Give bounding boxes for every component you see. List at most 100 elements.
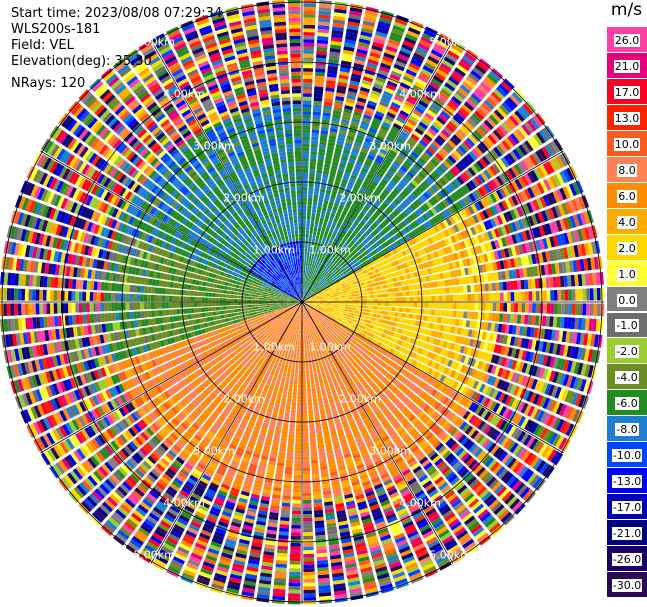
velocity-gate [302, 438, 309, 443]
velocity-gate [349, 124, 358, 131]
velocity-gate [311, 129, 320, 134]
velocity-gate [390, 287, 396, 293]
velocity-gate [313, 405, 319, 410]
velocity-gate [368, 127, 378, 134]
velocity-gate [303, 35, 315, 40]
velocity-gate [314, 524, 325, 529]
velocity-gate [416, 290, 421, 296]
velocity-gate [302, 154, 309, 159]
velocity-gate [317, 397, 323, 402]
velocity-gate [302, 140, 310, 144]
velocity-gate [327, 65, 338, 71]
velocity-gate [311, 140, 319, 145]
velocity-gate [334, 147, 343, 153]
velocity-gate [338, 189, 344, 195]
velocity-gate [391, 307, 396, 312]
velocity-gate [331, 117, 340, 123]
velocity-gate [314, 220, 319, 225]
velocity-gate [314, 75, 325, 80]
velocity-gate [448, 286, 453, 294]
velocity-gate [361, 117, 371, 124]
velocity-gate [346, 314, 351, 318]
velocity-gate [335, 92, 346, 98]
velocity-gate [313, 401, 318, 406]
velocity-gate [319, 191, 325, 197]
velocity-gate [334, 303, 338, 306]
velocity-gate [331, 161, 339, 167]
velocity-gate [400, 318, 406, 324]
velocity-gate [346, 94, 356, 101]
velocity-gate [316, 50, 328, 55]
velocity-gate [302, 197, 307, 202]
velocity-gate [383, 311, 388, 316]
velocity-gate [340, 293, 345, 296]
velocity-gate [327, 142, 335, 147]
velocity-gate [506, 281, 511, 291]
velocity-gate [376, 27, 389, 35]
velocity-gate [347, 291, 352, 295]
velocity-gate [380, 310, 385, 315]
velocity-gate [358, 308, 363, 312]
velocity-gate [353, 284, 358, 288]
velocity-gate [400, 280, 406, 286]
velocity-gate [302, 445, 309, 450]
velocity-gate [341, 178, 348, 185]
velocity-gate [313, 506, 323, 511]
velocity-gate [427, 309, 432, 315]
velocity-gate [402, 307, 407, 313]
velocity-gate [302, 248, 305, 252]
velocity-gate [302, 485, 311, 490]
velocity-gate [383, 90, 394, 98]
velocity-gate [326, 304, 331, 307]
velocity-gate [308, 266, 312, 271]
velocity-gate [334, 5, 348, 11]
velocity-gate [359, 34, 372, 41]
velocity-gate [315, 364, 320, 369]
velocity-gate [456, 294, 461, 302]
velocity-gate [309, 278, 313, 283]
velocity-gate [354, 310, 359, 314]
velocity-gate [438, 288, 443, 295]
velocity-gate [463, 285, 468, 293]
velocity-gate [311, 275, 314, 279]
velocity-gate [356, 134, 365, 141]
velocity-gate [317, 202, 323, 207]
velocity-gate [546, 303, 551, 314]
velocity-gate [304, 255, 307, 260]
velocity-gate [339, 159, 347, 165]
velocity-gate [409, 308, 414, 314]
velocity-gate [430, 316, 435, 323]
velocity-gate [499, 313, 504, 323]
velocity-gate [373, 298, 378, 302]
velocity-gate [344, 142, 353, 148]
velocity-gate [331, 209, 337, 215]
velocity-gate [318, 144, 326, 149]
velocity-gate [375, 281, 380, 286]
velocity-gate [350, 174, 357, 181]
velocity-gate [387, 293, 392, 298]
velocity-gate [571, 289, 576, 301]
velocity-gate [362, 144, 371, 151]
velocity-gate [302, 122, 311, 126]
velocity-gate [337, 293, 342, 297]
velocity-gate [303, 528, 313, 533]
velocity-gate [337, 192, 343, 198]
velocity-gate [323, 218, 329, 224]
velocity-gate [330, 303, 335, 306]
velocity-gate [322, 112, 331, 117]
velocity-gate [306, 255, 310, 260]
velocity-gate [334, 99, 344, 105]
velocity-gate [445, 287, 450, 294]
velocity-gate [325, 152, 333, 158]
velocity-gate [528, 291, 533, 301]
velocity-gate [302, 233, 306, 238]
velocity-gate [339, 67, 351, 73]
velocity-gate [302, 474, 311, 479]
velocity-gate [341, 306, 345, 309]
velocity-gate [345, 138, 354, 145]
velocity-gate [575, 288, 580, 301]
velocity-gate [366, 309, 370, 313]
velocity-gate [303, 287, 305, 292]
velocity-gate [311, 136, 319, 141]
velocity-gate [333, 106, 343, 112]
